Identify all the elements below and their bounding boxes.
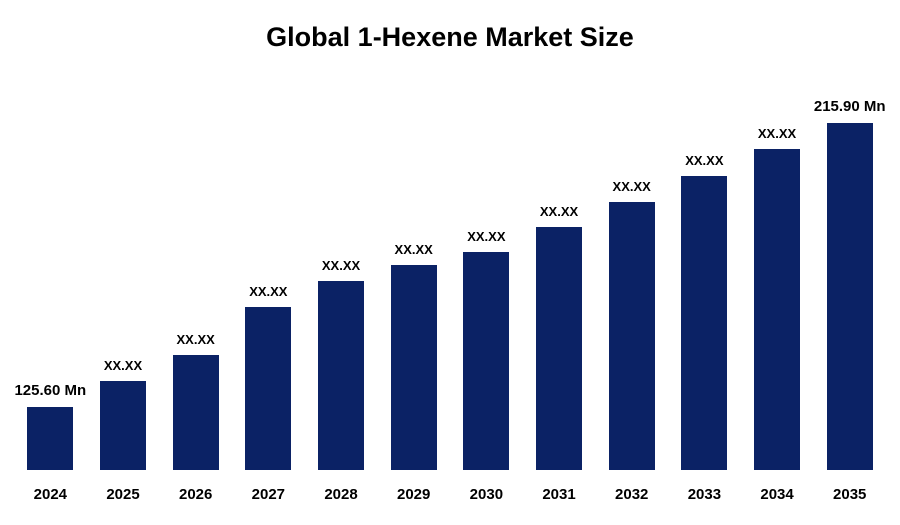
chart-title: Global 1-Hexene Market Size xyxy=(266,22,634,52)
x-axis-label-2032: 2032 xyxy=(615,486,649,503)
bar-group-2032: XX.XX 2032 xyxy=(595,80,668,503)
bar-value-label-2028: XX.XX xyxy=(321,258,361,273)
bar-stack: XX.XX xyxy=(463,80,510,470)
bar-group-2035: 215.90 Mn 2035 xyxy=(813,80,886,503)
bar-2030 xyxy=(463,252,510,470)
bar-stack: XX.XX xyxy=(318,80,365,470)
bar-stack: XX.XX xyxy=(390,80,437,470)
bar-value-label-2024: 125.60 Mn xyxy=(14,382,87,399)
bar-value-label-2029: XX.XX xyxy=(394,242,433,257)
bar-value-label-2030: XX.XX xyxy=(467,229,506,244)
x-axis-label-2033: 2033 xyxy=(687,486,722,503)
bar-group-2026: XX.XX 2026 xyxy=(159,80,232,503)
bar-value-label-2032: XX.XX xyxy=(612,179,651,194)
bar-value-label-2026: XX.XX xyxy=(176,332,215,347)
bar-group-2027: XX.XX 2027 xyxy=(232,80,305,503)
x-axis-label-2035: 2035 xyxy=(833,486,867,503)
bar-group-2029: XX.XX 2029 xyxy=(377,80,450,503)
bar-stack: XX.XX xyxy=(245,80,292,470)
x-axis-label-2028: 2028 xyxy=(324,486,358,503)
bar-value-label-2033: XX.XX xyxy=(685,153,724,168)
bar-2028 xyxy=(318,281,365,470)
bar-stack: XX.XX xyxy=(754,80,801,470)
bar-2027 xyxy=(245,307,292,470)
bar-stack: 125.60 Mn xyxy=(14,80,86,470)
bar-stack: XX.XX xyxy=(172,80,219,470)
bar-2031 xyxy=(536,227,583,470)
x-axis-label-2027: 2027 xyxy=(251,486,286,503)
bar-group-2034: XX.XX 2034 xyxy=(741,80,814,503)
bar-2035 xyxy=(826,123,873,470)
x-axis-label-2025: 2025 xyxy=(106,486,140,503)
bar-stack: XX.XX xyxy=(681,80,728,470)
x-axis-label-2034: 2034 xyxy=(760,486,794,503)
bar-value-label-2031: XX.XX xyxy=(539,204,579,219)
bar-2029 xyxy=(390,265,437,470)
bar-group-2031: XX.XX 2031 xyxy=(523,80,596,503)
bar-stack: 215.90 Mn xyxy=(814,80,886,470)
bar-group-2028: XX.XX 2028 xyxy=(305,80,378,503)
x-axis-label-2031: 2031 xyxy=(542,486,576,503)
bar-2032 xyxy=(608,202,655,470)
x-axis-label-2030: 2030 xyxy=(469,486,504,503)
bar-group-2024: 125.60 Mn 2024 xyxy=(14,80,87,503)
bar-value-label-2034: XX.XX xyxy=(757,126,797,141)
bar-value-label-2035: 215.90 Mn xyxy=(813,98,886,115)
bar-2033 xyxy=(681,176,728,470)
bar-stack: XX.XX xyxy=(100,80,146,470)
bar-stack: XX.XX xyxy=(536,80,583,470)
bar-group-2030: XX.XX 2030 xyxy=(450,80,523,503)
bar-2025 xyxy=(100,381,146,470)
plot-area: 125.60 Mn 2024 XX.XX 2025 XX.XX 2026 XX.XX 2027… xyxy=(14,80,886,503)
x-axis-label-2029: 2029 xyxy=(397,486,431,503)
bar-2034 xyxy=(754,149,801,470)
bar-group-2033: XX.XX 2033 xyxy=(668,80,741,503)
bar-2026 xyxy=(172,355,219,470)
bar-2024 xyxy=(27,407,74,470)
bar-group-2025: XX.XX 2025 xyxy=(87,80,160,503)
x-axis-label-2026: 2026 xyxy=(178,486,213,503)
bar-stack: XX.XX xyxy=(608,80,655,470)
x-axis-label-2024: 2024 xyxy=(33,486,68,503)
bar-value-label-2027: XX.XX xyxy=(249,284,288,299)
bar-value-label-2025: XX.XX xyxy=(103,358,143,373)
